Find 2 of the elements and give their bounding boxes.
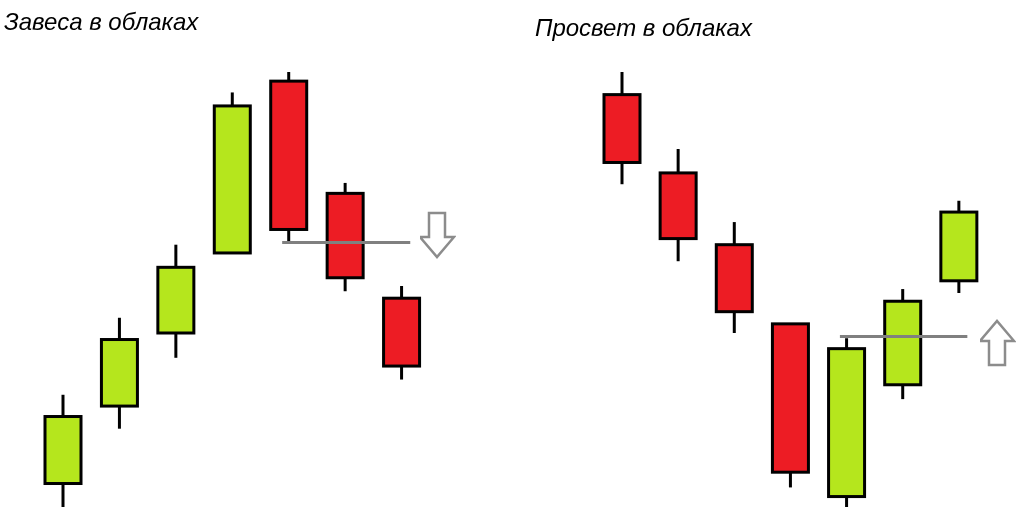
- chart-title: Завеса в облаках: [4, 8, 199, 36]
- chart-title: Просвет в облаках: [535, 14, 752, 42]
